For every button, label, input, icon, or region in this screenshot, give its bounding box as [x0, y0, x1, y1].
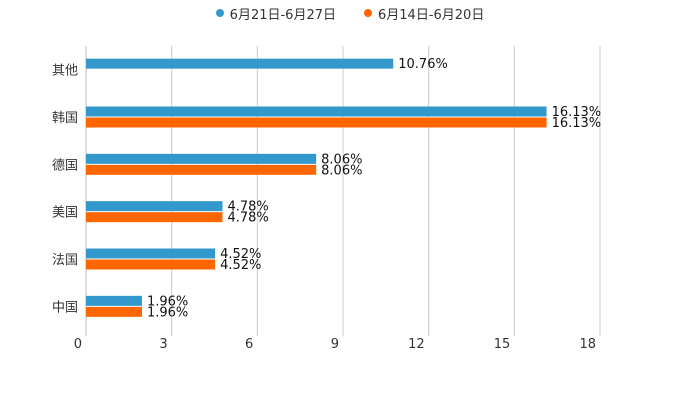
legend-marker-series-1	[215, 9, 224, 17]
bar-series-2	[86, 259, 216, 270]
legend-marker-series-2	[364, 9, 372, 17]
data-label-series-2: 16.13%	[552, 116, 602, 131]
legend-item-series-2[interactable]: 6月14日-6月20日	[364, 4, 484, 23]
bar-series-2	[86, 212, 223, 223]
data-label-series-1: 8.06%	[321, 152, 362, 167]
legend-item-series-1[interactable]: 6月21日-6月27日	[215, 4, 336, 23]
data-label-series-1: 1.96%	[147, 294, 188, 309]
legend-label-series-2: 6月14日-6月20日	[378, 7, 485, 23]
legend-label-series-1: 6月21日-6月27日	[229, 7, 336, 23]
bar-series-1	[86, 248, 216, 259]
bar-series-1	[86, 295, 142, 306]
category-label: 中国	[52, 300, 78, 315]
x-tick-label: 3	[159, 337, 167, 352]
bar-series-1	[86, 201, 223, 212]
data-label-series-2: 8.06%	[321, 163, 362, 178]
category-label: 德国	[52, 158, 78, 173]
data-label-series-1: 4.78%	[227, 200, 268, 215]
x-tick-label: 0	[74, 337, 82, 352]
x-tick-label: 15	[494, 337, 511, 352]
bar-series-1	[86, 106, 547, 117]
x-tick-label: 12	[408, 337, 425, 352]
category-label: 法国	[52, 253, 78, 268]
x-tick-label: 18	[579, 337, 596, 352]
x-tick-label: 9	[331, 337, 339, 352]
category-label: 韩国	[52, 111, 78, 126]
bar-series-1	[86, 153, 317, 164]
bar-series-2	[86, 306, 142, 317]
data-label-series-1: 4.52%	[220, 247, 261, 262]
x-tick-label: 6	[245, 337, 253, 352]
category-label: 其他	[52, 64, 78, 79]
data-label-series-2: 1.96%	[147, 305, 188, 320]
data-label-series-1: 10.76%	[398, 57, 448, 72]
chart-legend: 6月21日-6月27日 6月14日-6月20日	[0, 4, 700, 23]
data-label-series-1: 16.13%	[552, 105, 602, 120]
data-label-series-2: 4.78%	[227, 211, 268, 226]
data-label-series-2: 4.52%	[220, 258, 261, 273]
bar-series-1	[86, 58, 394, 69]
category-label: 美国	[52, 206, 78, 221]
bar-series-2	[86, 117, 547, 128]
bar-series-2	[86, 164, 317, 175]
